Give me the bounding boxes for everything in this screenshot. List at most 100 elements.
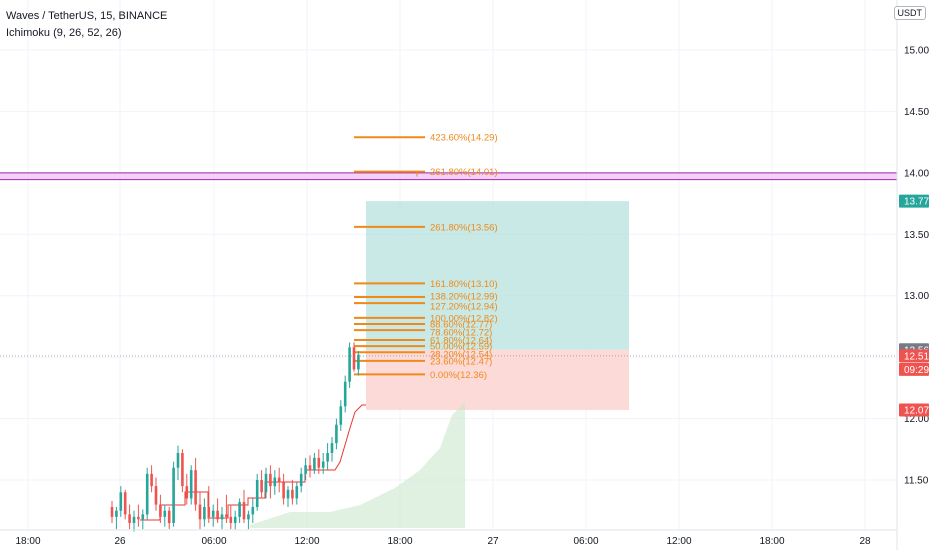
candle-body (110, 507, 114, 517)
candle-body (247, 514, 250, 520)
candle-body (229, 516, 233, 523)
candle-body (339, 406, 343, 425)
candle-body (198, 504, 202, 520)
fib-level-label: 161.80%(13.10) (430, 279, 498, 290)
chart-legend: Waves / TetherUS, 15, BINANCE Ichimoku (… (6, 8, 167, 42)
candle-body (181, 452, 184, 487)
candle-body (282, 482, 285, 499)
time-tick-label: 26 (114, 536, 126, 547)
candle-body (185, 486, 189, 499)
fibonacci-extension[interactable]: 423.60%(14.29) 261.80%(14.01) 261.80%(13.5… (354, 133, 498, 381)
candle-body (194, 470, 197, 505)
candle-body (207, 507, 211, 517)
fib-level-label: 23.60%(12.47) (430, 356, 492, 367)
candlestick-series (110, 342, 360, 532)
price-tag-box (899, 349, 929, 363)
time-tick-label: 06:00 (201, 536, 226, 547)
time-tick-label: 06:00 (573, 536, 598, 547)
fib-level-label: 261.80%(13.56) (430, 222, 498, 233)
price-tick-label: 14.00 (904, 168, 929, 179)
candle-body (321, 461, 325, 468)
candle-body (238, 502, 241, 517)
candle-body (291, 489, 294, 499)
candle-body (264, 473, 268, 493)
price-tag-label: 12.07 (904, 405, 929, 416)
price-tick-label: 15.00 (904, 46, 929, 57)
candle-body (313, 457, 316, 471)
candle-body (330, 443, 334, 453)
time-tick-label: 12:00 (666, 536, 691, 547)
fib-level-label: 61.80%(12.64) (430, 335, 492, 346)
price-tag-box (899, 194, 929, 208)
price-tick-label: 13.50 (904, 230, 929, 241)
candle-body (167, 510, 171, 523)
price-tick-label: 13.00 (904, 291, 929, 302)
candle-body (225, 514, 228, 517)
candle-body (211, 510, 215, 517)
fib-level-label: 100.00%(12.82) (430, 313, 498, 324)
fib-level-label: 50.00%(12.59) (430, 342, 492, 353)
candle-body (154, 486, 158, 505)
ichimoku-cloud (250, 402, 465, 528)
candle-body (216, 510, 219, 520)
fib-level-label: 38.20%(12.54) (430, 350, 492, 361)
time-tick-label: 27 (487, 536, 499, 547)
fib-level-label: 261.80%(14.01) (430, 167, 498, 178)
time-tick-label: 18:00 (759, 536, 784, 547)
candle-body (308, 465, 312, 471)
fib-level-label: 138.20%(12.99) (430, 291, 498, 302)
candle-body (273, 477, 277, 487)
time-axis[interactable]: 18:00 26 06:00 12:00 18:00 27 06:00 12:00 18:00 2… (0, 529, 897, 547)
time-tick-label: 18:00 (15, 536, 40, 547)
indicator-title[interactable]: Ichimoku (9, 26, 52, 26) (6, 27, 122, 39)
candle-body (128, 514, 131, 523)
candle-body (242, 502, 246, 520)
time-tick-label: 12:00 (294, 536, 319, 547)
fib-level-label: 88.60%(12.77) (430, 319, 492, 330)
candle-body (277, 477, 281, 483)
time-tick-label: 18:00 (387, 536, 412, 547)
candle-body (137, 516, 140, 520)
price-tick-label: 12.00 (904, 414, 929, 425)
resistance-fill (0, 172, 897, 180)
price-tick-label: 14.50 (904, 107, 929, 118)
symbol-title[interactable]: Waves / TetherUS, 15, BINANCE (6, 10, 168, 22)
candle-body (343, 381, 347, 407)
candle-body (255, 480, 259, 508)
candle-body (304, 465, 307, 474)
candle-body (189, 470, 193, 499)
candle-body (335, 424, 338, 444)
candle-body (348, 347, 351, 382)
price-tag-label: 12.51 (904, 351, 929, 362)
price-tag-box (899, 362, 929, 376)
profit-zone (366, 201, 629, 350)
candle-body (233, 516, 237, 523)
fib-level-label: 127.20%(12.94) (430, 302, 498, 313)
candle-body (159, 504, 162, 517)
candle-body (203, 507, 206, 520)
candle-body (251, 507, 255, 515)
position-zones (366, 201, 629, 410)
candle-body (172, 467, 175, 523)
candle-body (357, 354, 360, 370)
candle-body (326, 452, 329, 462)
fib-level-label: 423.60%(14.29) (430, 133, 498, 144)
candle-body (299, 473, 303, 487)
candle-body (317, 457, 321, 468)
candle-body (115, 510, 118, 517)
candle-body (150, 473, 153, 487)
candle-body (295, 486, 299, 499)
price-tick-label: 11.50 (904, 476, 929, 487)
cloud-area (250, 402, 465, 528)
candle-body (119, 492, 123, 511)
loss-zone (366, 349, 629, 410)
candle-body (286, 489, 290, 499)
time-tick-label: 28 (859, 536, 871, 547)
fib-level-label: 0.00%(12.36) (430, 370, 487, 381)
price-tag-box (899, 403, 929, 417)
resistance-band[interactable] (0, 172, 897, 181)
currency-label[interactable]: USDT (893, 6, 926, 20)
price-tag-label: 13.77 (904, 197, 929, 208)
